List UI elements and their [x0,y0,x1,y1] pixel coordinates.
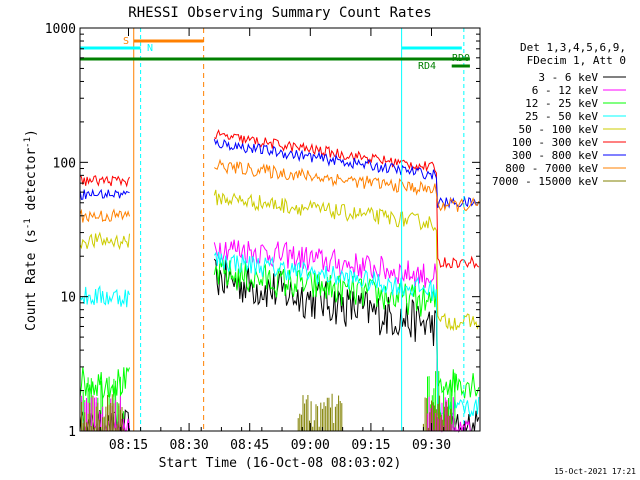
y-axis-label-sup2: -1 [23,137,33,148]
legend-label-3: 25 - 50 keV [525,110,598,123]
plot-frame [79,27,481,432]
y-tick-label-2: 100 [53,156,76,171]
y-tick-label-0: 1 [68,425,76,440]
legend-label-2: 12 - 25 keV [525,97,598,110]
flag-label-n: N [147,43,153,54]
legend-label-8: 7000 - 15000 keV [492,175,598,188]
legend: Det 1,3,4,5,6,9, FDecim 1, Att 0 3 - 6 k… [492,41,626,188]
legend-label-5: 100 - 300 keV [512,136,598,149]
y-axis-label-sup1: -1 [23,218,33,229]
low-rate-spikes-2-1 [297,393,343,431]
plot-area: S N RD0 RD4 [79,28,480,433]
y-axis-label-main: Count Rate (s [24,229,39,331]
flag-label-s: S [123,36,129,47]
flag-label-rd0: RD0 [452,53,470,64]
y-tick-label-1: 10 [60,291,76,306]
legend-header-line1: Det 1,3,4,5,6,9, [520,41,626,54]
series-line-7 [79,158,480,223]
x-axis-label: Start Time (16-Oct-08 08:03:02) [159,456,402,471]
x-tick-label-0: 08:15 [109,438,148,453]
legend-label-0: 3 - 6 keV [538,71,598,84]
x-tick-label-4: 09:15 [351,438,390,453]
series-line-3 [79,251,480,417]
y-axis-label-mid: detector [24,148,39,219]
x-tick-label-5: 09:30 [412,438,451,453]
series-line-4 [79,189,480,332]
generation-timestamp: 15-Oct-2021 17:21 [554,467,636,476]
x-tick-label-1: 08:30 [170,438,209,453]
legend-header-line2: FDecim 1, Att 0 [527,54,626,67]
y-tick-label-3: 1000 [45,22,76,37]
axes: 08:15 08:30 08:45 09:00 09:15 09:30 1 10 100 1000 [45,22,480,453]
chart-title: RHESSI Observing Summary Count Rates [128,5,431,21]
legend-label-4: 50 - 100 keV [519,123,599,136]
legend-label-6: 300 - 800 keV [512,149,598,162]
x-tick-label-2: 08:45 [230,438,269,453]
series-line-6 [79,138,480,209]
y-axis-label-end: ) [24,129,39,137]
y-axis-label: Count Rate (s-1 detector-1) [23,129,39,331]
legend-label-1: 6 - 12 keV [532,84,599,97]
flag-label-rd4: RD4 [418,61,436,72]
x-tick-label-3: 09:00 [291,438,330,453]
legend-label-7: 800 - 7000 keV [505,162,598,175]
